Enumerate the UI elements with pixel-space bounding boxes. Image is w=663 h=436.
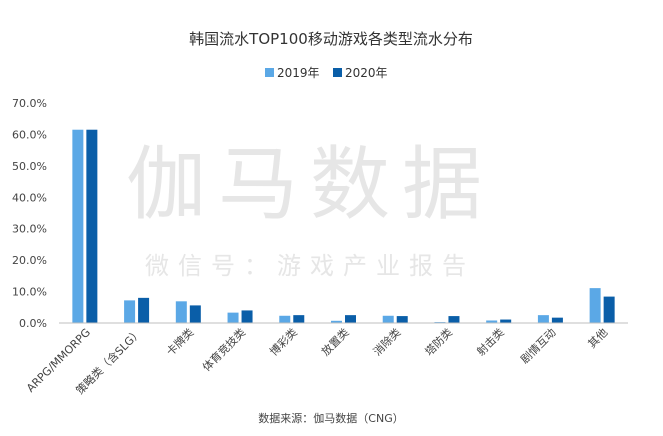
x-category-label: 射击类	[474, 325, 507, 358]
source-note: 数据来源：伽马数据（CNG）	[258, 411, 403, 425]
y-tick-label: 10.0%	[12, 286, 47, 299]
bar-2019年-剧情互动	[537, 315, 549, 323]
bar-2020年-放置类	[345, 315, 356, 323]
x-category-label: 剧情互动	[518, 326, 558, 366]
bar-2019年-博彩类	[279, 315, 291, 323]
bar-2019年-策略类（含SLG）	[124, 300, 136, 323]
x-category-label: 卡牌类	[163, 325, 196, 358]
bar-2020年-剧情互动	[551, 317, 563, 323]
bar-2020年-ARPG/MMORPG	[86, 129, 98, 323]
bar-2020年-其他	[603, 296, 615, 323]
legend-swatch-2020	[333, 68, 342, 77]
bar-2019年-ARPG/MMORPG	[72, 129, 84, 323]
chart-title: 韩国流水TOP100移动游戏各类型流水分布	[189, 30, 473, 48]
y-tick-label: 50.0%	[12, 160, 47, 173]
legend: 2019年 2020年	[265, 66, 388, 80]
bar-2020年-塔防类	[448, 316, 460, 323]
watermark-sub-text: 微信号：游戏产业报告	[145, 252, 475, 280]
bar-2020年-体育竞技类	[241, 310, 253, 323]
y-axis: 0.0% 10.0% 20.0% 30.0% 40.0% 50.0% 60.0% 70.0%	[12, 97, 47, 330]
x-category-label: 消除类	[370, 325, 403, 358]
watermark-main-text: 伽马数据	[126, 138, 494, 231]
bar-2020年-策略类（含SLG）	[138, 297, 150, 323]
bar-2019年-射击类	[486, 320, 498, 323]
bar-2019年-放置类	[331, 320, 342, 323]
y-tick-label: 70.0%	[12, 97, 47, 110]
x-category-label: 博彩类	[267, 325, 300, 358]
y-tick-label: 0.0%	[19, 317, 47, 330]
x-category-label: 体育竞技类	[199, 325, 248, 374]
bar-2020年-消除类	[396, 316, 408, 323]
legend-label-2019: 2019年	[277, 66, 320, 80]
y-tick-label: 20.0%	[12, 254, 47, 267]
legend-swatch-2019	[265, 68, 274, 77]
watermark: 伽马数据 微信号：游戏产业报告	[126, 138, 494, 280]
x-category-label: 放置类	[318, 325, 351, 358]
bar-2019年-卡牌类	[175, 301, 187, 323]
bar-2019年-消除类	[382, 315, 394, 323]
bar-2020年-射击类	[500, 319, 512, 323]
bar-2020年-卡牌类	[189, 305, 201, 323]
bar-2019年-体育竞技类	[227, 312, 239, 323]
y-tick-label: 40.0%	[12, 191, 47, 204]
y-tick-label: 30.0%	[12, 223, 47, 236]
x-category-label: 塔防类	[422, 325, 455, 358]
bar-2020年-博彩类	[293, 315, 305, 323]
bars	[72, 129, 615, 323]
legend-label-2020: 2020年	[345, 66, 388, 80]
bar-2019年-其他	[589, 288, 601, 323]
y-tick-label: 60.0%	[12, 128, 47, 141]
x-category-label: 其他	[586, 326, 611, 351]
